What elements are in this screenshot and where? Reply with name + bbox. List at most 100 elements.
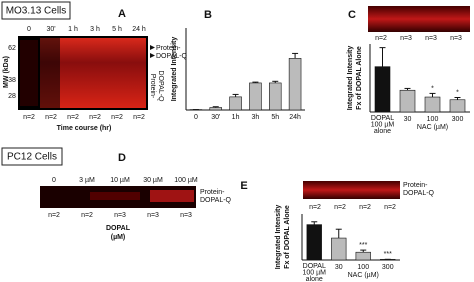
- panel-label: C: [348, 9, 356, 21]
- bar: [229, 96, 242, 111]
- bar: [306, 224, 322, 261]
- n-label: n=2: [23, 114, 35, 121]
- lane-label: 0: [27, 26, 31, 33]
- bar: [355, 251, 371, 261]
- y-label: Integrated Intensity: [347, 46, 354, 111]
- x-label: DOPAL: [106, 225, 131, 232]
- gel-lane: [40, 38, 60, 108]
- group-label: NAC (µM): [417, 124, 448, 131]
- mw-marker: 62: [8, 45, 16, 52]
- cell-line-box: [1, 147, 63, 166]
- x-label: (µM): [111, 234, 126, 241]
- n-label: n=3: [425, 35, 437, 42]
- x-tick-label: 100 µM: [371, 121, 395, 128]
- gel-strip: [303, 181, 400, 199]
- mw-marker: 28: [8, 93, 16, 100]
- bar: [331, 237, 347, 261]
- n-label: n=3: [147, 212, 159, 219]
- n-label: n=2: [81, 212, 93, 219]
- n-label: n=3: [400, 35, 412, 42]
- lane-label: 0: [52, 177, 56, 184]
- bar: [399, 89, 416, 113]
- n-label: n=2: [334, 204, 346, 211]
- x-tick-label: 300: [452, 116, 464, 123]
- gel-lane: [20, 40, 38, 106]
- bar: [268, 82, 282, 111]
- x-tick-label: 5h: [271, 114, 279, 121]
- x-tick-label: 300: [382, 264, 394, 271]
- group-label: NAC (µM): [348, 272, 379, 279]
- bar: [249, 82, 262, 111]
- arrowhead: [150, 45, 155, 50]
- n-label: n=2: [133, 114, 145, 121]
- band-label: DOPAL-Q: [156, 53, 188, 60]
- n-label: n=2: [111, 114, 123, 121]
- x-label: Time course (hr): [57, 125, 112, 132]
- bar: [209, 107, 223, 111]
- n-label: n=3: [180, 212, 192, 219]
- n-label: n=2: [384, 204, 396, 211]
- lane-label: 1 h: [68, 26, 78, 33]
- x-tick-label: 100: [357, 264, 369, 271]
- x-tick-label: alone: [374, 128, 391, 135]
- gel-strip: [368, 6, 470, 32]
- side-label: DOPAL-Q: [157, 71, 164, 103]
- n-label: n=2: [48, 212, 60, 219]
- band-label: Protein-: [156, 45, 181, 52]
- lane-label: 3 h: [90, 26, 100, 33]
- y-label: Fx of DOPAL Alone: [356, 46, 363, 110]
- x-tick-label: 30: [404, 116, 412, 123]
- lane-label: 10 µM: [110, 177, 130, 184]
- bar: [449, 99, 466, 113]
- gel-band: [90, 192, 140, 200]
- lane-label: 24 h: [132, 26, 146, 33]
- cell-line-label: PC12 Cells: [7, 152, 57, 163]
- panel-label: D: [118, 152, 126, 164]
- n-label: n=2: [89, 114, 101, 121]
- n-label: n=2: [309, 204, 321, 211]
- panel-label: B: [204, 9, 212, 21]
- side-label: Protein-: [149, 74, 156, 99]
- band-label: DOPAL-Q: [403, 190, 435, 197]
- y-label: Fx of DOPAL Alone: [284, 205, 291, 269]
- x-tick-label: DOPAL: [371, 115, 394, 122]
- bar: [424, 96, 441, 113]
- gel-band: [150, 190, 194, 202]
- bar: [288, 58, 302, 111]
- band-label: Protein-: [403, 182, 428, 189]
- bar: [374, 66, 391, 113]
- n-label: n=2: [67, 114, 79, 121]
- lane-label: 30 µM: [143, 177, 163, 184]
- n-label: n=2: [45, 114, 57, 121]
- n-label: n=2: [375, 35, 387, 42]
- x-tick-label: 24h: [289, 114, 301, 121]
- panel-label: E: [240, 180, 247, 192]
- lane-label: 5 h: [112, 26, 122, 33]
- significance: ***: [384, 251, 392, 258]
- significance: ***: [359, 242, 367, 249]
- significance: *: [456, 89, 459, 96]
- n-label: n=2: [359, 204, 371, 211]
- n-label: n=3: [114, 212, 126, 219]
- panel-label: A: [118, 8, 126, 20]
- y-label: Integrated Intensity: [275, 205, 282, 270]
- x-tick-label: 1h: [232, 114, 240, 121]
- cell-line-label: MO3.13 Cells: [6, 6, 67, 17]
- lane-label: 3 µM: [79, 177, 95, 184]
- n-label: n=3: [450, 35, 462, 42]
- x-tick-label: 30': [211, 114, 220, 121]
- x-tick-label: 100 µM: [303, 269, 327, 276]
- lane-label: 100 µM: [174, 177, 198, 184]
- mw-label: MW (kDa): [3, 56, 10, 88]
- x-tick-label: DOPAL: [303, 263, 326, 270]
- arrowhead: [150, 53, 155, 58]
- x-tick-label: 0: [194, 114, 198, 121]
- lane-label: 30': [46, 26, 55, 33]
- x-tick-label: 100: [427, 116, 439, 123]
- y-label: Integrated Intensity: [171, 37, 178, 102]
- band-label: Protein-: [200, 189, 225, 196]
- significance: *: [431, 85, 434, 92]
- x-tick-label: 30: [335, 264, 343, 271]
- band-label: DOPAL-Q: [200, 197, 232, 204]
